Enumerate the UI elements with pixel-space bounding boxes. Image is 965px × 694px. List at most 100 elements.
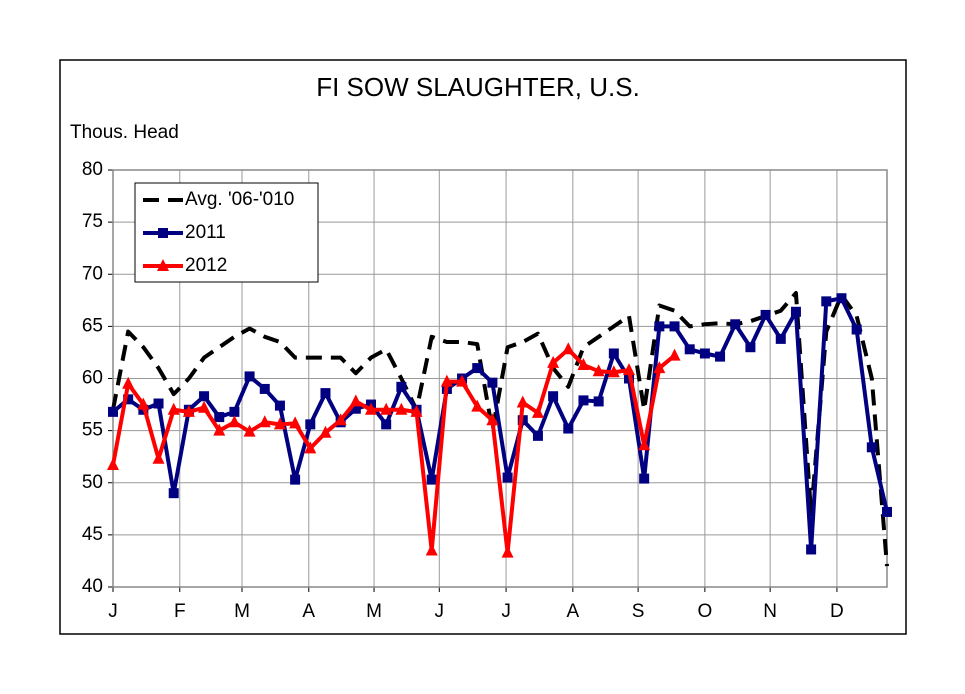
data-point xyxy=(167,402,180,415)
data-point xyxy=(486,413,499,426)
data-point xyxy=(669,321,680,332)
data-point xyxy=(229,406,240,417)
data-point xyxy=(578,395,589,406)
x-tick-label: D xyxy=(830,601,844,622)
data-point xyxy=(501,545,514,558)
x-tick-label: J xyxy=(108,601,118,622)
data-point xyxy=(425,543,438,556)
data-point xyxy=(198,400,211,413)
data-point xyxy=(152,451,165,464)
data-point xyxy=(137,397,150,410)
data-point xyxy=(684,344,695,355)
data-point xyxy=(304,441,317,454)
data-point xyxy=(654,321,665,332)
data-point xyxy=(380,402,393,415)
y-tick-label: 80 xyxy=(82,159,103,180)
legend-label: 2012 xyxy=(185,255,227,276)
data-point xyxy=(122,376,135,389)
plot-border xyxy=(112,169,888,588)
data-point xyxy=(790,306,801,317)
data-point xyxy=(548,391,559,402)
data-point xyxy=(182,404,195,417)
data-point xyxy=(577,357,590,370)
data-point xyxy=(806,544,817,555)
data-point xyxy=(760,309,771,320)
y-tick-label: 40 xyxy=(82,576,103,597)
data-point xyxy=(821,296,832,307)
legend-marker xyxy=(158,228,168,238)
y-tick-label: 55 xyxy=(82,420,103,441)
data-point xyxy=(851,324,862,335)
data-point xyxy=(365,402,377,415)
series-line xyxy=(111,296,889,552)
data-point xyxy=(214,412,225,423)
data-point xyxy=(381,419,392,430)
data-point xyxy=(108,406,118,417)
data-point xyxy=(487,377,498,388)
data-point xyxy=(244,371,255,382)
data-point xyxy=(592,364,605,377)
data-point xyxy=(715,351,726,362)
data-point xyxy=(547,355,560,368)
data-point xyxy=(289,416,302,429)
data-point xyxy=(639,473,650,484)
data-point xyxy=(456,374,469,387)
data-point xyxy=(471,399,484,412)
chart-title: FI SOW SLAUGHTER, U.S. xyxy=(316,72,640,102)
data-point xyxy=(653,361,666,374)
data-point xyxy=(199,391,210,402)
data-point xyxy=(259,383,270,394)
data-point xyxy=(638,438,651,451)
data-point xyxy=(866,442,877,453)
data-point xyxy=(274,400,285,411)
x-tick-label: O xyxy=(697,601,712,622)
data-point xyxy=(593,396,604,407)
x-tick-label: M xyxy=(366,601,382,622)
data-point xyxy=(107,458,119,471)
data-point xyxy=(730,319,741,330)
data-point xyxy=(168,488,179,499)
data-point xyxy=(775,333,786,344)
y-axis-label: Thous. Head xyxy=(70,122,179,143)
data-point xyxy=(395,402,408,415)
y-tick-label: 60 xyxy=(82,368,103,389)
x-tick-label: S xyxy=(632,601,645,622)
data-point xyxy=(607,365,620,378)
x-tick-label: A xyxy=(567,601,580,622)
data-point xyxy=(349,394,362,407)
data-point xyxy=(882,506,892,517)
x-tick-label: J xyxy=(435,601,445,622)
data-point xyxy=(623,363,635,376)
data-point xyxy=(440,374,453,387)
data-point xyxy=(153,398,164,409)
x-tick-label: N xyxy=(763,601,777,622)
series-line xyxy=(111,291,889,567)
x-tick-label: A xyxy=(302,601,315,622)
data-point xyxy=(319,425,332,438)
legend-marker xyxy=(157,259,169,271)
y-tick-label: 65 xyxy=(82,315,103,336)
y-tick-label: 45 xyxy=(82,524,103,545)
legend-label: Avg. '06-'010 xyxy=(185,189,294,210)
data-point xyxy=(699,348,710,359)
x-tick-label: J xyxy=(501,601,511,622)
data-point xyxy=(350,403,361,414)
data-point xyxy=(668,348,681,361)
data-point xyxy=(213,423,226,436)
data-point xyxy=(243,424,256,437)
data-point xyxy=(745,342,756,353)
data-point xyxy=(608,348,619,359)
x-tick-label: F xyxy=(174,601,186,622)
frame xyxy=(59,59,907,635)
data-point xyxy=(273,417,286,430)
data-point xyxy=(396,381,407,392)
data-point xyxy=(320,388,331,399)
y-tick-label: 50 xyxy=(82,472,103,493)
x-tick-label: M xyxy=(234,601,250,622)
data-point xyxy=(562,342,575,355)
data-point xyxy=(228,415,241,428)
y-tick-label: 70 xyxy=(82,263,103,284)
data-point xyxy=(563,423,574,434)
data-point xyxy=(123,394,134,405)
legend-label: 2011 xyxy=(185,222,226,243)
